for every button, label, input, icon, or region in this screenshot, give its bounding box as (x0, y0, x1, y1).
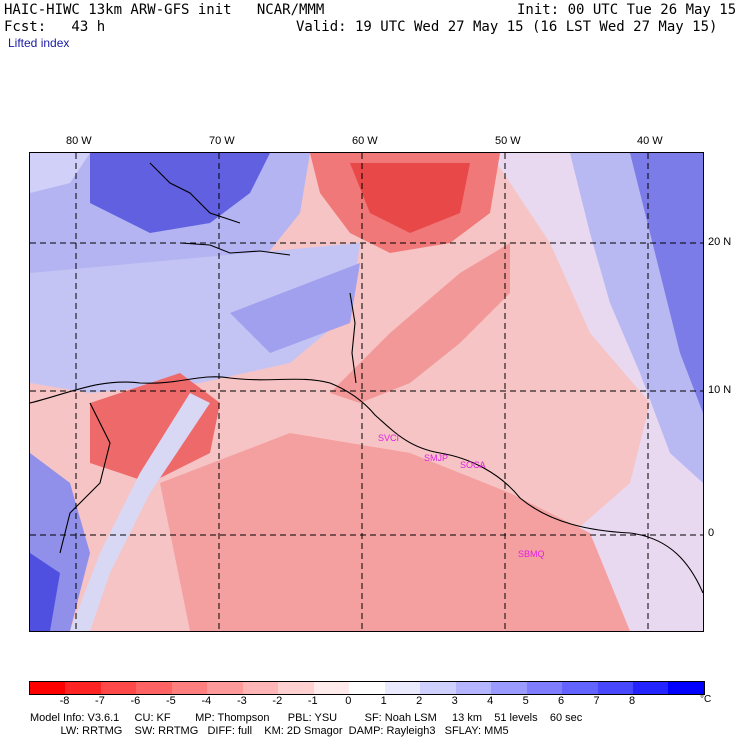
init-time: Init: 00 UTC Tue 26 May 15 (517, 2, 737, 18)
field-paleblue-corner (30, 153, 90, 193)
colorbar-swatch (313, 682, 350, 694)
colorbar-tick-label: 0 (345, 695, 352, 707)
colorbar-tick-label: -2 (272, 695, 283, 707)
colorbar-tick-label: 1 (380, 695, 387, 707)
coastline-south-america (30, 376, 703, 594)
colorbar-tick-label: 2 (416, 695, 423, 707)
field-pale-andes (70, 393, 210, 631)
coastline-pacific (59, 402, 111, 554)
coastline-lesser-antilles (349, 292, 357, 384)
lat-label-0: 0 (708, 527, 715, 539)
colorbar (29, 681, 705, 695)
colorbar-tick-label: -1 (307, 695, 318, 707)
colorbar-swatch (526, 682, 563, 694)
lon-label-60w: 60 W (352, 135, 378, 147)
colorbar-swatch (597, 682, 633, 694)
lon-label-80w: 80 W (66, 135, 92, 147)
map-canvas: SVCI SMJP SOCA SBMQ (30, 153, 703, 631)
field-red-south (160, 433, 630, 631)
lat-label-10n: 10 N (708, 384, 732, 396)
field-name: Lifted index (8, 36, 70, 50)
colorbar-swatch (562, 682, 598, 694)
field-red-band (330, 243, 510, 403)
colorbar-tick-label: 6 (558, 695, 565, 707)
colorbar-swatch (455, 682, 492, 694)
colorbar-swatch (100, 682, 137, 694)
field-strongred-north (350, 163, 470, 233)
colorbar-tick-label: 8 (628, 695, 636, 707)
coastline-cuba (149, 162, 241, 224)
colorbar-swatch (136, 682, 172, 694)
colorbar-tick-label: -8 (59, 695, 70, 707)
model-title: HAIC-HIWC 13km ARW-GFS init NCAR/MMM (4, 2, 325, 18)
lon-label-70w: 70 W (209, 135, 235, 147)
station-soca: SOCA (460, 460, 486, 470)
colorbar-tick-label: -3 (236, 695, 247, 707)
colorbar-tick-label: -7 (95, 695, 105, 707)
colorbar-swatch (207, 682, 243, 694)
lon-label-40w: 40 W (637, 135, 663, 147)
field-blue-streak (230, 263, 360, 353)
field-deepblue-northwest (90, 153, 270, 233)
colorbar-unit: °C (700, 694, 712, 705)
colorbar-tick-label: 7 (593, 695, 600, 707)
graticule (30, 153, 703, 631)
colorbar-swatch (420, 682, 456, 694)
colorbar-swatch (278, 682, 314, 694)
coastlines (30, 162, 703, 594)
colorbar-tick-label: 3 (451, 695, 458, 707)
station-svci: SVCI (378, 433, 399, 443)
field-blue-caribbean (30, 243, 360, 393)
colorbar-swatch (632, 682, 669, 694)
model-info-line-1: Model Info: V3.6.1 CU: KF MP: Thompson P… (30, 712, 583, 724)
valid-time: Valid: 19 UTC Wed 27 May 15 (16 LST Wed … (296, 19, 718, 35)
station-smjp: SMJP (424, 453, 448, 463)
colorbar-swatch (242, 682, 279, 694)
lon-label-50w: 50 W (495, 135, 521, 147)
colorbar-swatch (65, 682, 101, 694)
colorbar-swatch (384, 682, 421, 694)
colorbar-swatch (171, 682, 208, 694)
colorbar-swatch (349, 682, 385, 694)
model-info-line-2: LW: RRTMG SW: RRTMG DIFF: full KM: 2D Sm… (30, 725, 509, 737)
colorbar-tick-label: -4 (201, 695, 212, 707)
forecast-hour: Fcst: 43 h (4, 19, 106, 35)
colorbar-tick-label: -5 (166, 695, 176, 707)
lifted-index-map: SVCI SMJP SOCA SBMQ (29, 152, 704, 632)
colorbar-tick-label: 4 (487, 695, 494, 707)
colorbar-swatch (491, 682, 527, 694)
colorbar-swatch (30, 682, 66, 694)
coastline-hispaniola (179, 242, 291, 256)
station-sbmq: SBMQ (518, 549, 545, 559)
colorbar-swatch (668, 682, 704, 694)
colorbar-tick-label: 5 (522, 695, 529, 707)
field-deepblue-pacific (30, 553, 60, 631)
lat-label-20n: 20 N (708, 236, 732, 248)
colorbar-tick-label: -6 (130, 695, 141, 707)
